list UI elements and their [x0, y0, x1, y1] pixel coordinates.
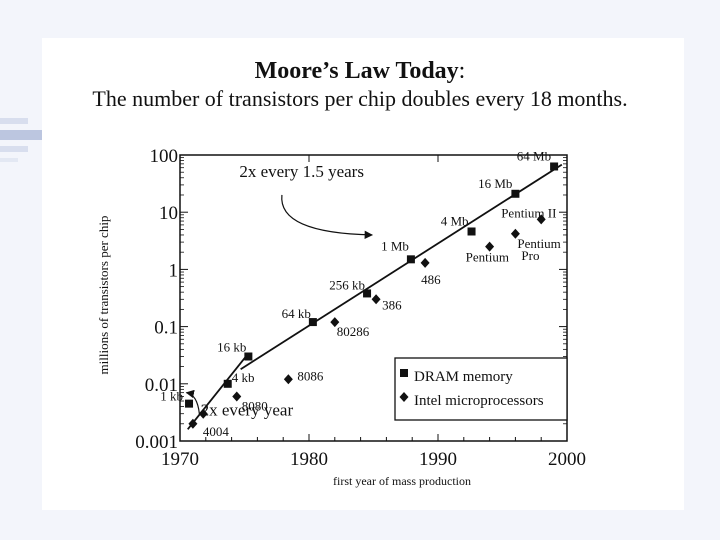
- y-tick-label: 0.01: [145, 375, 178, 396]
- dram-point: [467, 227, 476, 236]
- cpu-point: [371, 294, 381, 305]
- cpu-point: [536, 214, 546, 225]
- x-tick-label: 1970: [161, 449, 199, 470]
- y-axis-label: millions of transistors per chip: [96, 216, 111, 375]
- y-tick-label: 0.1: [154, 318, 178, 339]
- dram-point: [406, 255, 415, 264]
- annotation-arrow-every-year: [185, 389, 200, 414]
- y-tick-label: 100: [150, 146, 179, 167]
- cpu-point-label: 386: [382, 297, 402, 312]
- cpu-point: [420, 257, 430, 268]
- y-tick-label: 1: [169, 260, 179, 281]
- cpu-point-label: Pentium: [466, 250, 509, 265]
- label-line: Pentium: [517, 236, 560, 251]
- x-axis-label: first year of mass production: [333, 474, 471, 488]
- cpu-point-label: 4004: [203, 424, 230, 439]
- x-tick-label: 1990: [419, 449, 457, 470]
- dram-point: [550, 162, 559, 171]
- dram-point-label: 4 Mb: [441, 213, 469, 228]
- cpu-point-label: Pentium II: [501, 205, 556, 220]
- right-frame-strip: [684, 38, 720, 540]
- legend-marker: [399, 392, 409, 402]
- decor-bar-lower: [0, 146, 28, 152]
- legend-box: [394, 357, 568, 421]
- dram-point: [185, 399, 194, 408]
- cpu-point: [188, 418, 198, 429]
- chart-title: Moore’s Law Today:: [0, 58, 720, 85]
- dram-point: [244, 352, 253, 361]
- cpu-point: [232, 391, 242, 402]
- cpu-point: [485, 241, 495, 252]
- cpu-point: [283, 374, 293, 385]
- plot-frame: [179, 154, 568, 442]
- cpu-point-label: 486: [421, 272, 441, 287]
- dram-point-label: 1 kb: [160, 389, 183, 404]
- legend-label: DRAM memory: [414, 369, 513, 385]
- cpu-point-label: 8086: [297, 368, 324, 383]
- annotation-1-5-years: 2x every 1.5 years: [239, 162, 364, 181]
- legend-marker: [400, 369, 408, 377]
- x-tick-label: 2000: [548, 449, 586, 470]
- decor-bar-small: [0, 158, 18, 162]
- legend-label: Intel microprocessors: [414, 393, 544, 409]
- dram-point-label: 1 Mb: [381, 238, 409, 253]
- cpu-point: [198, 408, 208, 419]
- y-tick-label: 10: [159, 203, 178, 224]
- dram-point-label: 64 Mb: [517, 148, 551, 163]
- label-line: Pro: [521, 248, 539, 263]
- cpu-point-label: 80286: [337, 324, 370, 339]
- dram-point: [223, 379, 232, 388]
- dram-point: [308, 318, 317, 327]
- dram-point-label: 16 Mb: [478, 176, 512, 191]
- top-frame-strip: [0, 0, 720, 38]
- annotation-arrow-1-5-years: [281, 194, 374, 239]
- bottom-frame-strip: [0, 510, 720, 540]
- decor-bar-upper: [0, 118, 28, 124]
- cpu-point: [510, 228, 520, 239]
- cpu-point-label: Pentium Pro: [517, 236, 560, 263]
- dram-point: [363, 289, 372, 298]
- x-tick-label: 1980: [290, 449, 328, 470]
- dram-point-label: 4 kb: [232, 370, 255, 385]
- cpu-point-label: 8080: [242, 398, 268, 413]
- chart-subtitle: The number of transistors per chip doubl…: [92, 86, 628, 111]
- dram-point-label: 64 kb: [282, 306, 311, 321]
- chart-title-suffix: :: [458, 58, 466, 84]
- annotation-every-year: 2x every year: [201, 400, 294, 419]
- y-tick-label: 0.001: [135, 432, 178, 453]
- trend-line: [240, 163, 563, 370]
- trend-line: [187, 352, 250, 430]
- chart-title-main: Moore’s Law Today: [254, 58, 459, 84]
- dram-point-label: 16 kb: [217, 340, 246, 355]
- dram-point: [511, 189, 520, 198]
- dram-point-label: 256 kb: [329, 277, 365, 292]
- cpu-point: [330, 317, 340, 328]
- decor-bar-main: [0, 130, 42, 140]
